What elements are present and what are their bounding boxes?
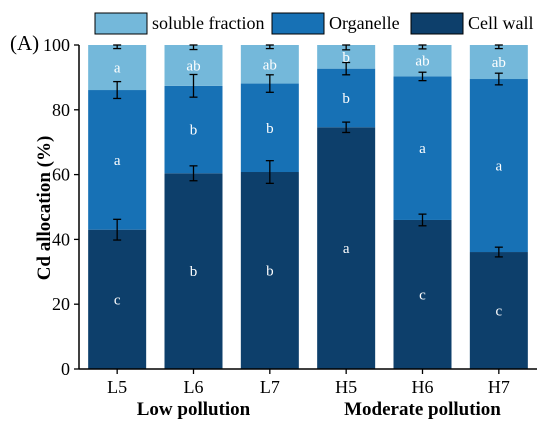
error-bar-cell-wall-l5 <box>113 218 122 241</box>
significance-letter-organelle-l6: b <box>190 123 198 139</box>
bar-organelle-l7 <box>240 83 299 173</box>
error-bar-cell-wall-h5 <box>342 121 351 134</box>
x-tick-label-l5: L5 <box>107 377 127 397</box>
x-tick-label-l7: L7 <box>260 377 280 397</box>
error-bar-organelle-l5 <box>113 80 122 100</box>
error-bar-soluble-fraction-l7 <box>265 44 274 50</box>
significance-letter-organelle-h6: a <box>419 141 426 157</box>
y-tick-label-20: 20 <box>52 294 70 314</box>
bar-organelle-h5 <box>317 68 376 128</box>
bar-soluble-fraction-h6 <box>393 45 452 77</box>
legend-swatch-organelle <box>271 12 325 35</box>
bar-cell-wall-h6 <box>393 219 452 369</box>
x-tick-label-l6: L6 <box>184 377 204 397</box>
significance-letter-cell-wall-h5: a <box>343 241 350 257</box>
error-bar-cell-wall-h6 <box>418 213 427 227</box>
error-bar-organelle-l6 <box>189 73 198 98</box>
significance-letter-organelle-h7: a <box>495 159 502 175</box>
x-tick-label-h7: H7 <box>488 377 510 397</box>
bar-organelle-l6 <box>164 85 223 174</box>
significance-letter-soluble-fraction-l7: ab <box>263 57 277 73</box>
x-tick-label-h6: H6 <box>412 377 434 397</box>
y-tick-label-60: 60 <box>52 165 70 185</box>
legend-label-organelle: Organelle <box>329 13 400 33</box>
y-axis-label: Cd allocation (%) <box>34 136 55 281</box>
legend-label-cell-wall: Cell wall <box>468 13 534 33</box>
y-tick-label-100: 100 <box>43 35 70 55</box>
bar-organelle-h6 <box>393 76 452 220</box>
significance-letter-cell-wall-l7: b <box>266 264 274 280</box>
legend: soluble fraction Organelle Cell wall <box>94 12 534 35</box>
error-bar-organelle-h5 <box>342 61 351 76</box>
x-tick-label-h5: H5 <box>335 377 357 397</box>
error-bar-soluble-fraction-l5 <box>113 44 122 50</box>
error-bar-organelle-l7 <box>265 74 274 93</box>
error-bar-organelle-h6 <box>418 71 427 82</box>
y-tick-label-80: 80 <box>52 100 70 120</box>
bar-organelle-l5 <box>88 90 147 230</box>
significance-letter-organelle-l7: b <box>266 121 274 137</box>
significance-letter-cell-wall-l6: b <box>190 264 198 280</box>
y-tick-label-0: 0 <box>61 359 70 379</box>
error-bar-cell-wall-l7 <box>265 160 274 184</box>
y-tick-label-40: 40 <box>52 229 70 249</box>
bar-cell-wall-h7 <box>469 252 528 369</box>
bar-cell-wall-l7 <box>240 172 299 369</box>
significance-letter-cell-wall-l5: c <box>114 292 121 308</box>
significance-letter-cell-wall-h6: c <box>419 287 426 303</box>
group-label-moderate-pollution: Moderate pollution <box>344 399 501 420</box>
error-bar-soluble-fraction-h6 <box>418 44 427 50</box>
axes: L5 L6 L7 H5 H6 H7 0 20 40 60 80 100 <box>43 35 537 397</box>
bar-cell-wall-h5 <box>317 127 376 370</box>
bar-cell-wall-l5 <box>88 229 147 369</box>
panel-label: (A) <box>10 31 39 55</box>
bar-cell-wall-l6 <box>164 173 223 369</box>
significance-letter-soluble-fraction-h6: ab <box>415 54 429 70</box>
error-bar-cell-wall-h7 <box>494 246 503 258</box>
legend-swatch-soluble-fraction <box>94 12 148 35</box>
legend-label-soluble-fraction: soluble fraction <box>152 13 264 33</box>
error-bar-organelle-h7 <box>494 72 503 86</box>
significance-letter-soluble-fraction-h5: b <box>342 50 350 66</box>
significance-letter-soluble-fraction-l6: ab <box>186 58 200 74</box>
error-bar-cell-wall-l6 <box>189 165 198 182</box>
legend-swatch-cell-wall <box>410 12 464 35</box>
significance-letter-soluble-fraction-l5: a <box>114 61 121 77</box>
error-bar-soluble-fraction-h7 <box>494 44 503 50</box>
significance-letter-organelle-h5: b <box>342 91 350 107</box>
significance-letter-cell-wall-h7: c <box>495 304 502 320</box>
significance-letter-organelle-l5: a <box>114 153 121 169</box>
error-bar-soluble-fraction-h5 <box>342 44 351 51</box>
error-bar-soluble-fraction-l6 <box>189 44 198 51</box>
significance-letter-soluble-fraction-h7: ab <box>492 55 506 71</box>
group-label-low-pollution: Low pollution <box>137 399 251 420</box>
bar-organelle-h7 <box>469 79 528 253</box>
bar-soluble-fraction-h5 <box>317 45 376 69</box>
